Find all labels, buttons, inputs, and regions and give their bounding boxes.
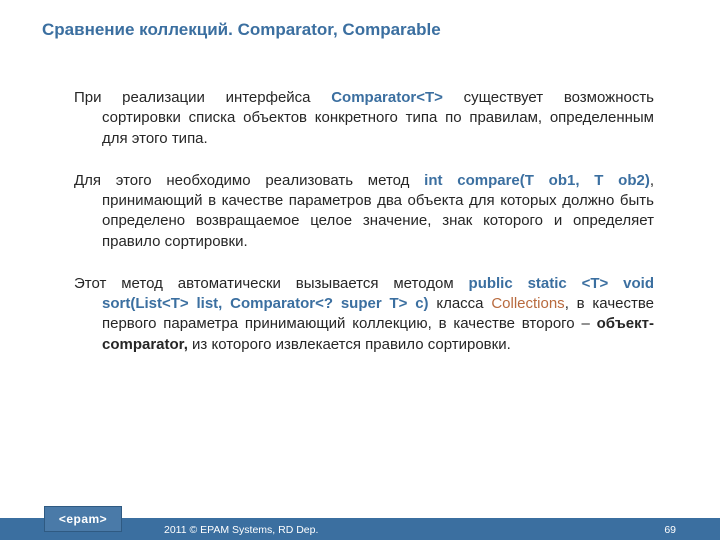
slide-body: При реализации интерфейса Comparator<T> … (74, 88, 654, 377)
page-number: 69 (664, 524, 676, 536)
footer-copyright: 2011 © EPAM Systems, RD Dep. (164, 524, 318, 536)
text: из которого извлекается правило сортиров… (188, 336, 511, 353)
code-collections-class: Collections (491, 295, 564, 312)
text: Для этого необходимо реализовать метод (74, 172, 424, 189)
code-compare-method: int compare(T ob1, T ob2) (424, 172, 650, 189)
text: При реализации интерфейса (74, 89, 331, 106)
paragraph-3: Этот метод автоматически вызывается мето… (74, 274, 654, 355)
paragraph-1: При реализации интерфейса Comparator<T> … (74, 88, 654, 149)
text: Этот метод автоматически вызывается мето… (74, 275, 469, 292)
text: класса (429, 295, 492, 312)
paragraph-2: Для этого необходимо реализовать метод i… (74, 171, 654, 252)
slide-title: Сравнение коллекций. Comparator, Compara… (42, 20, 441, 40)
code-comparator-t: Comparator<T> (331, 89, 443, 106)
epam-logo: <epam> (44, 506, 122, 532)
